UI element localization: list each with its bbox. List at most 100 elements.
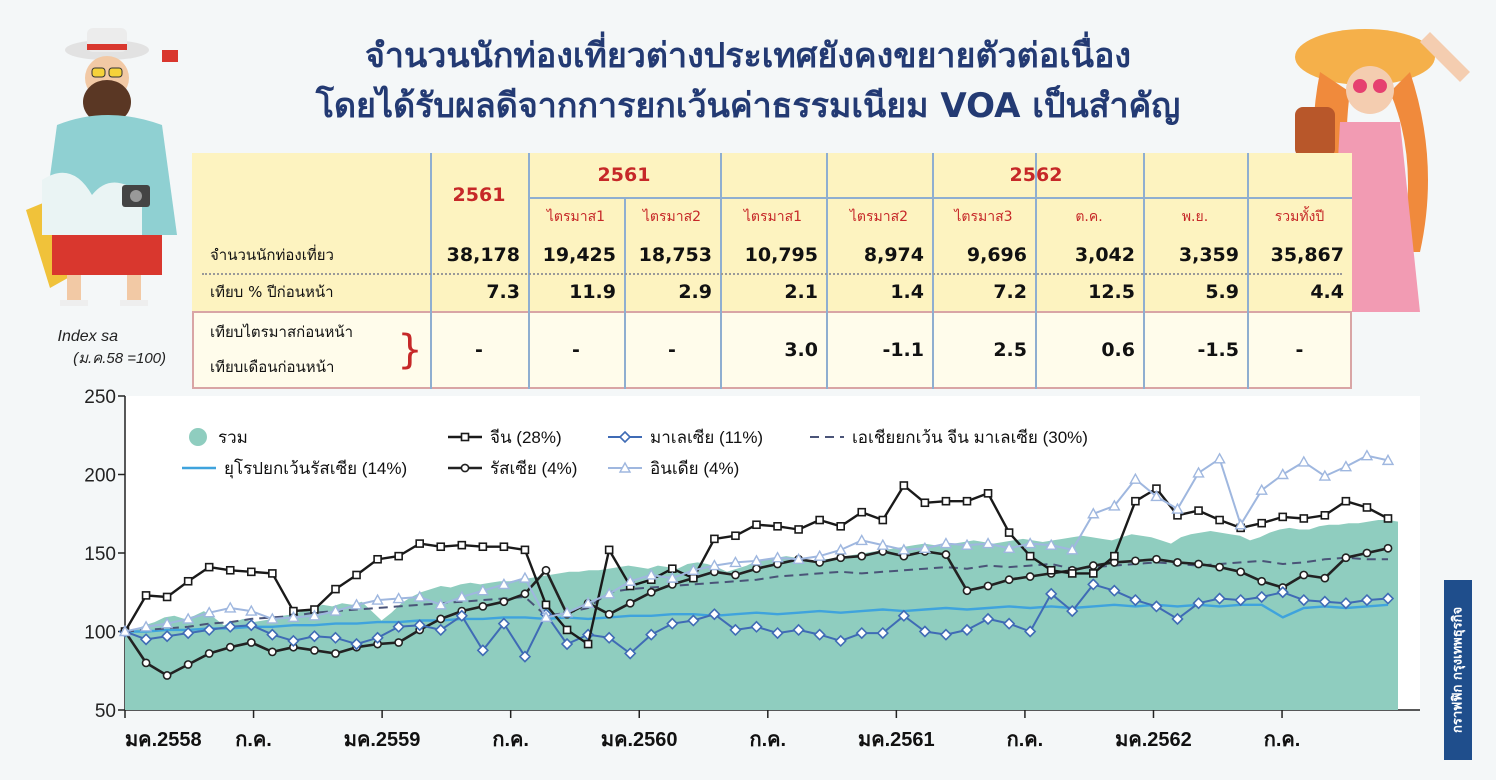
table-cell: -	[572, 339, 580, 361]
data-point	[815, 515, 824, 525]
row-label: เทียบ % ปีก่อนหน้า	[210, 283, 334, 301]
table-cell: -	[475, 339, 483, 361]
table-divider	[720, 153, 722, 389]
data-point	[1108, 584, 1121, 597]
data-point	[457, 540, 467, 550]
data-point	[1383, 514, 1393, 523]
data-point	[1129, 593, 1142, 607]
data-point	[478, 542, 488, 552]
data-point	[560, 637, 574, 651]
table-cell: 11.9	[569, 281, 616, 303]
table-cell: 3.0	[784, 339, 818, 361]
data-point	[1341, 496, 1351, 506]
x-tick-label: มค.2562	[1115, 729, 1192, 751]
table-divider	[430, 153, 432, 389]
table-cell: 10,795	[744, 244, 818, 266]
data-point	[1299, 570, 1309, 580]
data-point	[920, 498, 930, 508]
data-point	[855, 626, 868, 640]
data-point	[434, 598, 447, 610]
y-tick-label: 150	[84, 544, 116, 565]
legend-label: มาเลเซีย (11%)	[650, 428, 763, 447]
data-point	[1276, 468, 1289, 480]
row-label: เทียบเดือนก่อนหน้า	[210, 358, 335, 376]
data-point	[1362, 503, 1372, 512]
data-point	[1383, 543, 1393, 553]
table-cell: 7.2	[993, 281, 1027, 303]
table-cell: 2.1	[784, 281, 818, 303]
data-point	[476, 644, 489, 657]
stats-table: 256125612562ไตรมาส1ไตรมาส2ไตรมาส1ไตรมาส2…	[192, 153, 1352, 389]
data-point	[581, 596, 595, 608]
table-divider	[1035, 153, 1037, 389]
data-point	[667, 564, 677, 574]
data-point	[708, 608, 721, 621]
data-point	[1234, 518, 1247, 530]
data-point	[1046, 565, 1056, 575]
table-cell: 38,178	[446, 244, 520, 266]
y-tick-label: 200	[84, 466, 116, 487]
data-point	[1002, 541, 1016, 553]
male-tourist-illustration	[26, 28, 178, 306]
sub-header: ไตรมาส2	[642, 209, 702, 225]
data-point	[245, 604, 258, 616]
table-cell: -	[668, 339, 676, 361]
data-point	[247, 567, 256, 577]
data-point	[1002, 617, 1016, 630]
data-point	[1024, 625, 1037, 638]
legend-label: ยุโรปยกเว้นรัสเซีย (14%)	[224, 458, 407, 479]
data-point	[876, 538, 889, 550]
data-point	[897, 609, 910, 622]
table-cell: -1.1	[882, 339, 924, 361]
data-point	[267, 647, 277, 657]
data-point	[1339, 460, 1353, 472]
data-point	[876, 626, 889, 640]
data-point	[497, 617, 511, 630]
data-point	[1066, 543, 1079, 555]
data-point	[246, 638, 256, 647]
data-point	[308, 630, 321, 643]
data-point	[939, 628, 953, 641]
data-point	[310, 645, 319, 655]
data-point	[603, 631, 616, 644]
data-point	[373, 554, 382, 564]
data-point	[1173, 558, 1182, 567]
data-point	[604, 545, 614, 555]
data-point	[331, 584, 340, 594]
table-cell: 2.9	[678, 281, 712, 303]
data-point	[1131, 556, 1140, 566]
data-point	[708, 559, 721, 571]
data-point	[415, 539, 425, 548]
data-point	[392, 620, 405, 633]
table-divider	[932, 153, 934, 389]
data-point	[1110, 551, 1119, 561]
data-point	[287, 610, 300, 623]
data-point	[962, 496, 972, 506]
data-point	[436, 614, 446, 624]
data-point	[1339, 597, 1353, 610]
data-point	[1297, 593, 1310, 607]
data-point	[1299, 514, 1309, 523]
data-point	[1215, 515, 1224, 525]
data-point	[983, 581, 993, 591]
y-tick-label: 100	[84, 623, 116, 644]
sub-header: ต.ค.	[1075, 209, 1103, 225]
data-point	[1257, 518, 1266, 528]
data-point	[941, 550, 951, 559]
data-point	[1131, 496, 1140, 506]
table-cell: 9,696	[966, 244, 1027, 266]
data-point	[1234, 593, 1247, 607]
data-point	[1087, 578, 1100, 591]
data-point	[1276, 586, 1289, 599]
data-point	[1192, 597, 1205, 610]
table-cell: 18,753	[638, 244, 712, 266]
y-tick-label: 50	[95, 701, 116, 722]
data-point	[204, 649, 214, 658]
data-point	[350, 598, 363, 610]
data-point	[266, 612, 279, 624]
sub-header: ไตรมาส1	[743, 209, 803, 225]
data-point	[981, 537, 995, 549]
data-point	[792, 623, 805, 637]
data-point	[1004, 528, 1014, 537]
data-point	[518, 650, 532, 663]
